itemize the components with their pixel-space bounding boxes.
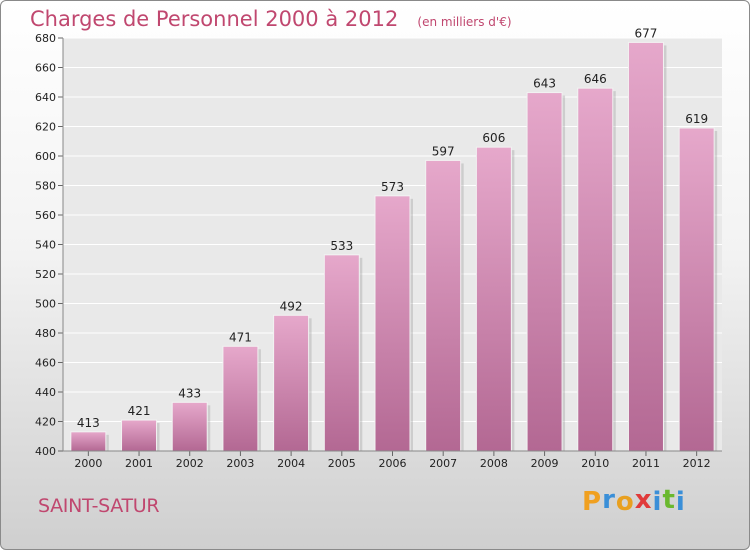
value-label: 606: [482, 131, 505, 145]
bar-2007[interactable]: [425, 159, 462, 452]
proxiti-logo[interactable]: Proxiti: [582, 485, 686, 517]
x-tick-label: 2006: [379, 457, 407, 470]
bars-layer: 413 421 433 471 492 533 573 597 606 643 646 677 619: [70, 26, 718, 452]
y-tick-label: 640: [35, 91, 56, 104]
x-tick-label: 2005: [328, 457, 356, 470]
x-tick-label: 2010: [581, 457, 609, 470]
y-tick-label: 400: [35, 445, 56, 458]
x-tick-label: 2004: [277, 457, 305, 470]
x-axis: 2000 2001 2002 2003 2004 2005 2006 2007 2008 2009…: [63, 450, 722, 470]
y-tick-label: 620: [35, 121, 56, 134]
value-label: 433: [178, 386, 201, 400]
value-label: 646: [584, 72, 607, 86]
town-name: SAINT-SATUR: [38, 495, 160, 517]
y-tick-label: 680: [35, 32, 56, 45]
value-label: 492: [280, 299, 303, 313]
chart-title: Charges de Personnel 2000 à 2012: [30, 7, 399, 31]
bar-2000[interactable]: [70, 431, 107, 452]
value-label: 421: [128, 404, 151, 418]
logo-letter: P: [582, 487, 603, 517]
logo-letter: x: [634, 485, 653, 515]
title-row: Charges de Personnel 2000 à 2012 (en mil…: [30, 7, 512, 31]
bar-2004[interactable]: [273, 314, 310, 452]
x-tick-label: 2008: [480, 457, 508, 470]
y-tick-label: 420: [35, 416, 56, 429]
bar-2012[interactable]: [678, 127, 715, 452]
value-label: 573: [381, 180, 404, 194]
bar-2010[interactable]: [577, 87, 614, 452]
bar-2011[interactable]: [627, 41, 664, 452]
bar-2008[interactable]: [475, 146, 512, 452]
value-label: 619: [685, 112, 708, 126]
y-tick-label: 560: [35, 209, 56, 222]
logo-letter: t: [662, 485, 676, 515]
x-tick-label: 2003: [226, 457, 254, 470]
value-label: 413: [77, 416, 100, 430]
chart-subtitle: (en milliers d'€): [417, 15, 512, 29]
logo-letter: o: [615, 487, 635, 517]
bar-2006[interactable]: [374, 195, 411, 452]
y-tick-label: 460: [35, 357, 56, 370]
bar-2002[interactable]: [171, 401, 208, 452]
value-label: 643: [533, 77, 556, 91]
x-tick-label: 2007: [429, 457, 457, 470]
bar-2005[interactable]: [323, 254, 360, 452]
x-tick-label: 2011: [632, 457, 660, 470]
x-tick-label: 2009: [531, 457, 559, 470]
value-label: 533: [330, 239, 353, 253]
logo-letter: i: [675, 487, 686, 517]
bar-2009[interactable]: [526, 92, 563, 452]
y-tick-label: 540: [35, 239, 56, 252]
x-tick-label: 2012: [683, 457, 711, 470]
y-tick-label: 500: [35, 298, 56, 311]
logo-letter: i: [652, 487, 663, 517]
value-label: 597: [432, 144, 455, 158]
y-tick-label: 440: [35, 386, 56, 399]
bar-2001[interactable]: [121, 419, 158, 452]
value-label: 677: [635, 26, 658, 40]
y-tick-label: 660: [35, 62, 56, 75]
x-tick-label: 2002: [176, 457, 204, 470]
x-tick-label: 2001: [125, 457, 153, 470]
logo-letter: r: [602, 485, 616, 515]
y-axis: 400 420 440 460 480 500 520 540 560 580 600 620 640 6…: [35, 32, 64, 458]
bar-2003[interactable]: [222, 345, 259, 452]
y-tick-label: 480: [35, 327, 56, 340]
y-tick-label: 580: [35, 180, 56, 193]
x-tick-label: 2000: [74, 457, 102, 470]
y-tick-label: 520: [35, 268, 56, 281]
y-tick-label: 600: [35, 150, 56, 163]
value-label: 471: [229, 330, 252, 344]
